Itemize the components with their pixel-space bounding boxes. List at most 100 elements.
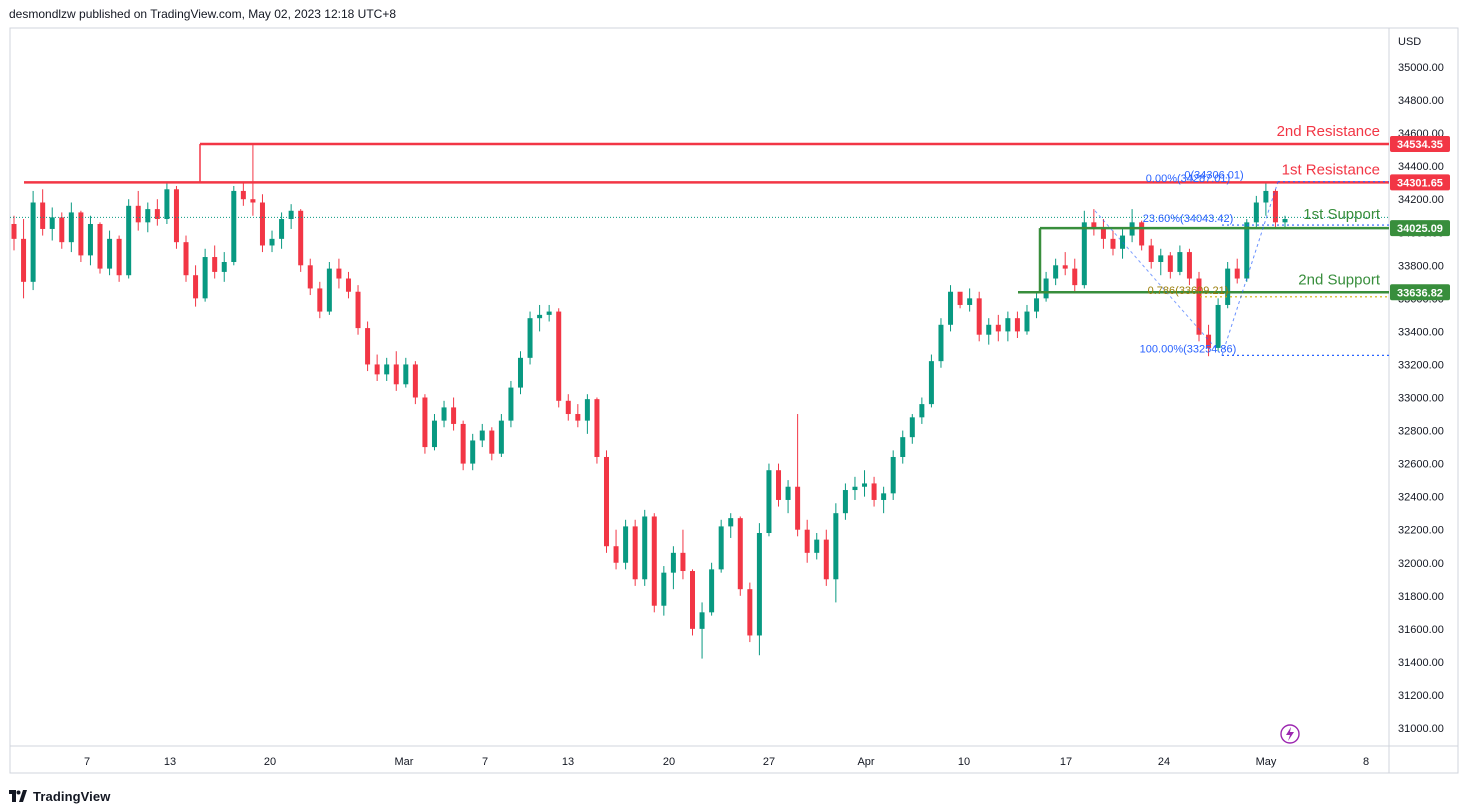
candle-body [575,414,581,421]
candle-body [1024,311,1030,332]
candle-body [116,238,122,276]
x-tick-label: 24 [1158,756,1170,768]
candle-body [279,219,285,239]
candle-body [776,470,782,500]
candle-body [623,526,629,563]
candle-body [1244,222,1250,279]
y-tick-label: 32600.00 [1398,459,1444,471]
candle-body [489,430,495,454]
candle-body [995,324,1001,332]
candle-body [661,572,667,606]
candle-body [107,238,113,269]
candle-body [412,364,418,398]
flash-icon[interactable] [1280,724,1300,744]
candle-body [642,516,648,580]
candle-body [49,217,55,229]
candle-body [1234,268,1240,279]
x-tick-label: 17 [1060,756,1072,768]
level-annotation: 1st Support [1303,206,1381,223]
candle-body [938,324,944,362]
candle-body [1282,219,1288,223]
candle-body [1206,334,1212,348]
x-tick-label: May [1256,756,1277,768]
candle-body [756,533,762,636]
y-tick-label: 34200.00 [1398,194,1444,206]
price-badge [1390,284,1450,301]
x-tick-label: 13 [562,756,574,768]
x-tick-label: Mar [395,756,414,768]
x-tick-label: 27 [763,756,775,768]
candle-body [11,223,17,239]
candle-body [709,569,715,613]
level-annotation: 2nd Resistance [1277,123,1380,140]
candle-body [594,399,600,457]
candle-body [212,257,218,272]
candle-body [852,486,858,491]
y-tick-label: 33000.00 [1398,393,1444,405]
y-tick-label: 33400.00 [1398,326,1444,338]
candle-body [1053,265,1059,279]
y-tick-label: 32400.00 [1398,492,1444,504]
candle-body [890,456,896,494]
candle-body [240,190,246,200]
price-badge [1390,135,1450,152]
price-badge [1390,220,1450,237]
candle-body [21,238,27,282]
candle-body [1177,252,1183,272]
candle-body [126,205,132,276]
candle-body [747,589,753,636]
candle-body [135,205,141,223]
candle-body [1225,268,1231,305]
candle-body [259,202,265,246]
candle-body [1215,304,1221,348]
fib-label: 0(34306.01) [1184,170,1243,182]
x-tick-label: 20 [663,756,675,768]
candle-body [365,328,371,365]
candle-body [202,257,208,299]
candle-body [814,539,820,553]
candle-body [728,518,734,527]
candle-body [1034,298,1040,312]
candle-body [1120,235,1126,249]
candle-body [193,275,199,299]
candle-body [288,210,294,220]
currency-label: USD [1398,36,1421,48]
y-tick-label: 32000.00 [1398,558,1444,570]
x-tick-label: 7 [84,756,90,768]
candle-body [97,223,103,269]
y-tick-label: 31000.00 [1398,723,1444,735]
candle-body [1014,318,1020,332]
candle-body [919,404,925,418]
candle-body [1148,245,1154,262]
annotation-layer: 0(34306.01)0.00%(34287.01) 23.60%(34043.4… [10,123,1450,356]
y-tick-label: 34800.00 [1398,95,1444,107]
x-tick-label: 20 [264,756,276,768]
candles-layer [11,144,1288,659]
candle-body [403,364,409,385]
candle-body [326,268,332,312]
candle-body [546,311,552,315]
candle-body [1139,222,1145,246]
candle-body [1100,228,1106,239]
candle-body [422,397,428,448]
x-tick-label: 8 [1363,756,1369,768]
candle-body [30,202,36,282]
candle-body [900,437,906,457]
candle-body [336,268,342,279]
candle-body [833,513,839,580]
footer: TradingView [9,786,110,806]
y-tick-label: 32200.00 [1398,525,1444,537]
x-tick-label: Apr [857,756,874,768]
candle-body [78,212,84,256]
candle-body [1167,255,1173,272]
candle-body [517,357,523,388]
price-badge-label: 34025.09 [1397,223,1443,235]
footer-brand: TradingView [33,788,111,804]
candle-body [173,189,179,243]
candle-body [957,291,963,305]
candle-body [307,265,313,289]
candle-body [823,539,829,580]
candle-body [145,209,151,223]
candle-body [1081,222,1087,286]
